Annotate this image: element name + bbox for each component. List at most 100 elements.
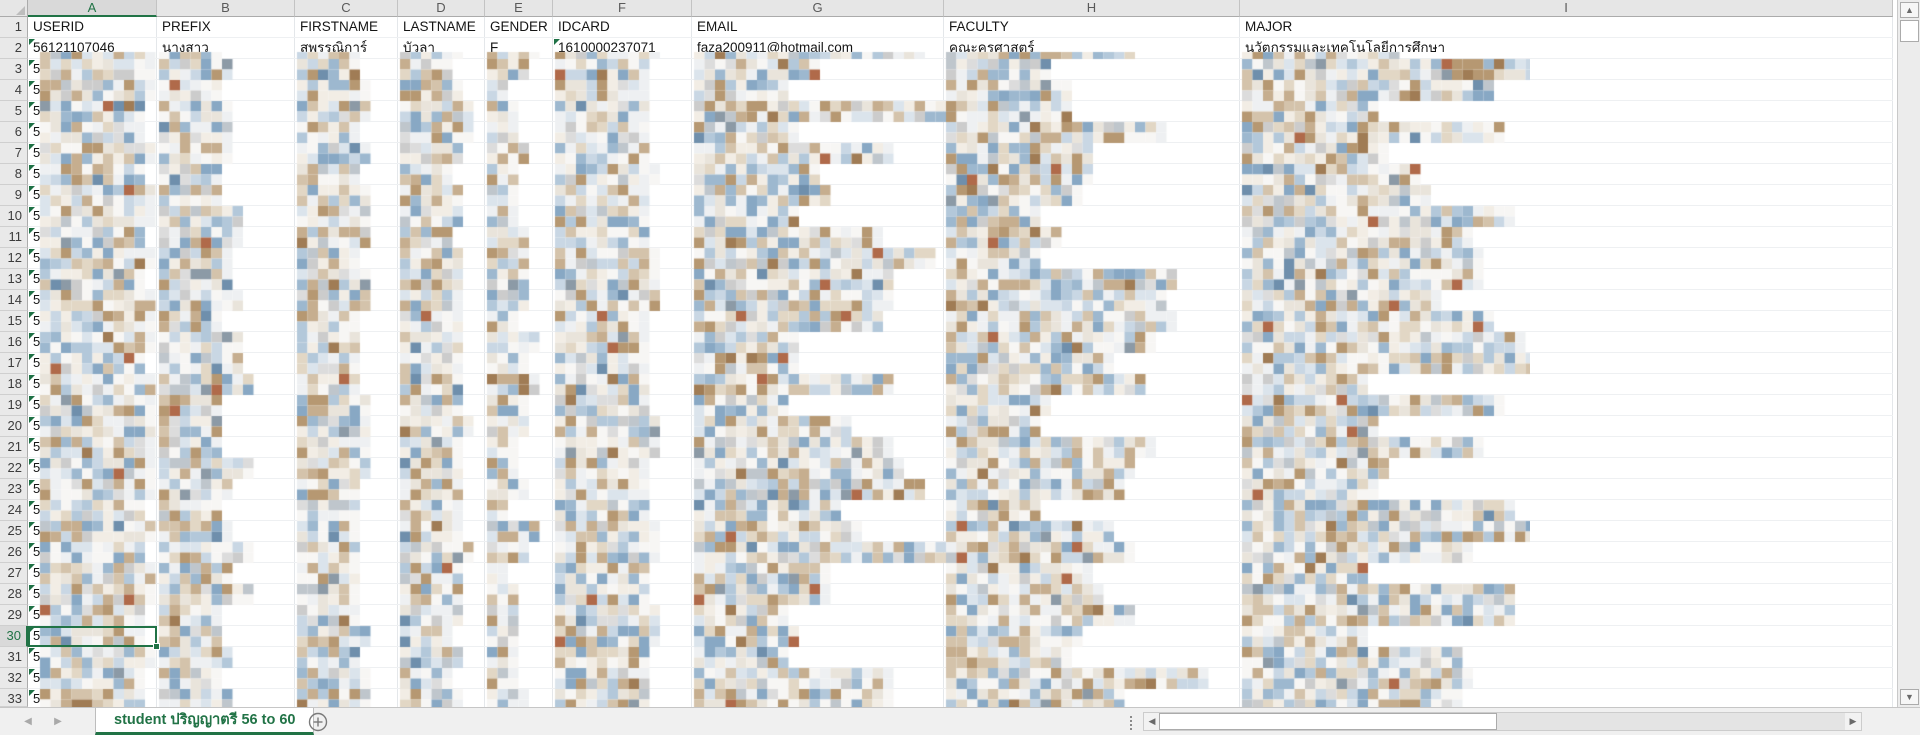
row-header-17[interactable]: 17: [0, 353, 28, 374]
error-indicator-triangle: [29, 669, 35, 675]
row-header-27[interactable]: 27: [0, 563, 28, 584]
error-indicator-triangle: [29, 60, 35, 66]
error-indicator-triangle: [29, 459, 35, 465]
select-all-triangle-icon: [16, 6, 25, 15]
error-indicator-triangle: [29, 606, 35, 612]
scroll-up-icon: ▲: [1905, 5, 1914, 15]
column-header-F[interactable]: F: [553, 0, 692, 17]
row-header-4[interactable]: 4: [0, 80, 28, 101]
row-header-10[interactable]: 10: [0, 206, 28, 227]
error-indicator-triangle: [29, 690, 35, 696]
sheet-tab-bar: ◀ ▶ student ปริญญาตรี 56 to 60 ◀ ▶: [0, 707, 1920, 735]
error-indicator-triangle: [29, 564, 35, 570]
new-sheet-icon: [308, 712, 328, 732]
error-indicator-triangle: [29, 585, 35, 591]
row-header-31[interactable]: 31: [0, 647, 28, 668]
scroll-left-icon: ◀: [1148, 716, 1156, 726]
row-header-20[interactable]: 20: [0, 416, 28, 437]
column-header-G[interactable]: G: [692, 0, 944, 17]
row-header-29[interactable]: 29: [0, 605, 28, 626]
scroll-right-button[interactable]: ▶: [1845, 713, 1861, 730]
error-indicator-triangle: [554, 39, 560, 45]
row-header-6[interactable]: 6: [0, 122, 28, 143]
row-header-2[interactable]: 2: [0, 38, 28, 59]
column-header-I[interactable]: I: [1240, 0, 1893, 17]
error-indicator-triangle: [29, 354, 35, 360]
error-indicator-triangle: [29, 375, 35, 381]
vertical-scrollbar[interactable]: ▲ ▼: [1897, 0, 1920, 707]
error-indicator-triangle: [29, 543, 35, 549]
row-header-11[interactable]: 11: [0, 227, 28, 248]
error-indicator-triangle: [29, 123, 35, 129]
row-header-21[interactable]: 21: [0, 437, 28, 458]
horizontal-scroll-thumb[interactable]: [1159, 713, 1497, 730]
row-header-16[interactable]: 16: [0, 332, 28, 353]
row-header-22[interactable]: 22: [0, 458, 28, 479]
row-header-12[interactable]: 12: [0, 248, 28, 269]
row-header-32[interactable]: 32: [0, 668, 28, 689]
horizontal-scrollbar[interactable]: ◀ ▶: [1143, 712, 1862, 731]
column-header-D[interactable]: D: [398, 0, 485, 17]
vertical-scroll-thumb[interactable]: [1900, 20, 1919, 42]
scroll-up-button[interactable]: ▲: [1900, 2, 1919, 18]
row-header-24[interactable]: 24: [0, 500, 28, 521]
column-header-A[interactable]: A: [28, 0, 157, 17]
tab-scroll-splitter[interactable]: [1128, 714, 1134, 730]
column-header-B[interactable]: B: [157, 0, 295, 17]
sheet-nav-left-icon[interactable]: ◀: [24, 716, 32, 727]
error-indicator-triangle: [29, 144, 35, 150]
row-header-14[interactable]: 14: [0, 290, 28, 311]
error-indicator-triangle: [29, 39, 35, 45]
row-header-33[interactable]: 33: [0, 689, 28, 707]
error-indicator-triangle: [29, 102, 35, 108]
sheet-nav-right-icon[interactable]: ▶: [54, 716, 62, 727]
row-header-30[interactable]: 30: [0, 626, 28, 647]
active-cell-selection: [28, 626, 157, 647]
error-indicator-triangle: [29, 522, 35, 528]
error-indicator-triangle: [29, 501, 35, 507]
sheet-tab-label: student ปริญญาตรี 56 to 60: [114, 712, 296, 728]
scroll-right-icon: ▶: [1849, 716, 1857, 726]
scroll-down-icon: ▼: [1905, 692, 1914, 702]
error-indicator-triangle: [29, 480, 35, 486]
row-header-5[interactable]: 5: [0, 101, 28, 122]
row-header-18[interactable]: 18: [0, 374, 28, 395]
error-indicator-triangle: [29, 312, 35, 318]
error-indicator-triangle: [29, 291, 35, 297]
error-indicator-triangle: [29, 396, 35, 402]
row-header-8[interactable]: 8: [0, 164, 28, 185]
row-header-3[interactable]: 3: [0, 59, 28, 80]
row-header-23[interactable]: 23: [0, 479, 28, 500]
error-indicator-triangle: [29, 333, 35, 339]
error-indicator-triangle: [29, 81, 35, 87]
error-indicator-triangle: [29, 438, 35, 444]
error-indicator-triangle: [29, 417, 35, 423]
row-header-26[interactable]: 26: [0, 542, 28, 563]
row-header-25[interactable]: 25: [0, 521, 28, 542]
fill-handle[interactable]: [153, 643, 160, 650]
error-indicator-triangle: [29, 207, 35, 213]
scroll-left-button[interactable]: ◀: [1144, 713, 1160, 730]
error-indicator-triangle: [29, 165, 35, 171]
row-header-7[interactable]: 7: [0, 143, 28, 164]
error-indicator-triangle: [29, 270, 35, 276]
column-header-E[interactable]: E: [485, 0, 553, 17]
row-header-13[interactable]: 13: [0, 269, 28, 290]
row-header-19[interactable]: 19: [0, 395, 28, 416]
new-sheet-button[interactable]: [308, 712, 328, 732]
select-all-corner[interactable]: [0, 0, 28, 17]
column-header-C[interactable]: C: [295, 0, 398, 17]
row-header-28[interactable]: 28: [0, 584, 28, 605]
error-indicator-triangle: [29, 249, 35, 255]
error-indicator-triangle: [29, 648, 35, 654]
sheet-tab-active[interactable]: student ปริญญาตรี 56 to 60: [95, 708, 315, 735]
column-header-H[interactable]: H: [944, 0, 1240, 17]
scroll-down-button[interactable]: ▼: [1900, 689, 1919, 705]
error-indicator-triangle: [29, 627, 35, 633]
row-header-15[interactable]: 15: [0, 311, 28, 332]
error-indicator-triangle: [29, 228, 35, 234]
error-indicator-triangle: [29, 186, 35, 192]
row-header-1[interactable]: 1: [0, 17, 28, 38]
row-header-9[interactable]: 9: [0, 185, 28, 206]
